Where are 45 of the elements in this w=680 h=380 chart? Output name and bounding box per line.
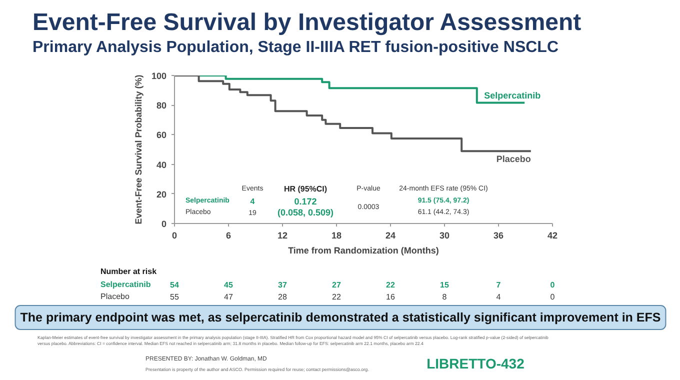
x-tick-label: 12 [277, 230, 288, 240]
text: 37 [278, 280, 288, 290]
text: 54 [170, 280, 180, 290]
series-label: Selpercatinib [484, 90, 542, 100]
text: 45 [224, 280, 234, 290]
text: LIBRETTO-432 [426, 356, 525, 372]
y-tick-label: 80 [156, 100, 167, 111]
text: Selpercatinib [100, 280, 151, 289]
y-tick-label: 100 [151, 71, 167, 81]
text: The primary endpoint was met, as selpercatinib demonstrated a statistically significant improvement in EFS [20, 310, 661, 324]
annotation: HR (95%CI) [284, 184, 328, 194]
y-tick-label: 20 [156, 189, 167, 200]
text: 22 [332, 292, 342, 302]
text: 7 [496, 280, 502, 290]
text: 0 [550, 292, 556, 302]
text: 27 [332, 280, 342, 290]
y-tick-label: 40 [156, 160, 167, 170]
x-tick-label: 42 [547, 230, 558, 240]
text: Placebo [100, 292, 130, 301]
chart-subtitle: Primary Analysis Population, Stage II-IIIA RET fusion-positive NSCLC [32, 39, 559, 56]
y-tick-label: 60 [156, 130, 167, 140]
y-tick-label: 0 [161, 219, 167, 229]
y-axis-title: Event-Free Survival Probability (%) [133, 74, 144, 224]
text: 16 [386, 292, 396, 302]
x-tick-label: 6 [226, 230, 232, 240]
x-tick-label: 18 [331, 230, 342, 240]
text: 28 [278, 292, 288, 302]
annotation: 4 [250, 197, 256, 206]
text: 22 [386, 280, 396, 290]
chart-title: Event-Free Survival by Investigator Assessment [32, 9, 582, 36]
series-label: Placebo [496, 154, 532, 164]
x-tick-label: 24 [385, 230, 396, 240]
text: 47 [224, 292, 234, 302]
text: Number at risk [100, 267, 158, 276]
x-axis-title: Time from Randomization (Months) [288, 246, 439, 256]
text: 4 [496, 292, 502, 302]
x-tick-label: 0 [172, 230, 178, 240]
x-tick-label: 30 [439, 230, 450, 240]
annotation: (0.058, 0.509) [277, 207, 334, 218]
x-tick-label: 36 [493, 230, 504, 240]
text: 55 [170, 292, 180, 302]
text: 8 [442, 292, 448, 302]
text: 0 [550, 280, 556, 290]
text: 15 [440, 280, 450, 290]
annotation: 0.172 [294, 196, 317, 207]
